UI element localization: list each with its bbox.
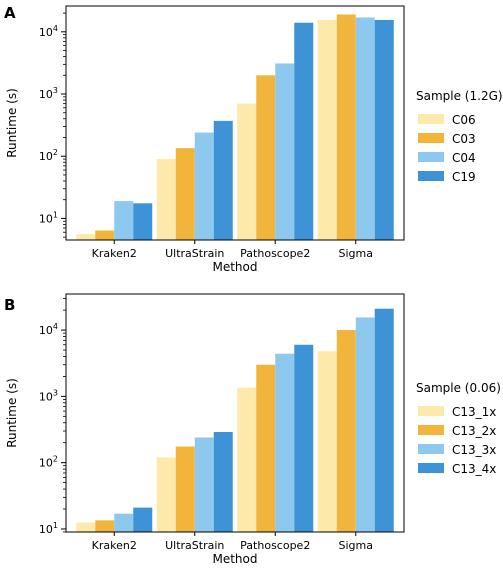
legend-label-c13-3x: C13_3x: [452, 443, 496, 457]
legend: Sample (0.06) C13_1x C13_2x C13_3x C13_4x: [416, 381, 501, 476]
x-axis: Kraken2 UltraStrain Pathoscope2 Sigma: [92, 240, 373, 260]
legend-label-c03: C03: [452, 132, 476, 146]
legend-label-c13-1x: C13_1x: [452, 405, 496, 419]
panel-label: B: [4, 296, 15, 314]
bar-ultrastrain-c19: [213, 120, 233, 240]
bars: [76, 308, 394, 532]
y-axis: 101 102 103 104: [39, 298, 66, 536]
panel-a: A Kraken2 UltraStrain Pathoscope2 Sigma Metho…: [4, 4, 503, 274]
bar-pathoscope2-c13-3x: [275, 353, 295, 532]
bar-sigma-c13-1x: [317, 351, 337, 532]
legend-swatch-c13-4x: [418, 463, 444, 473]
legend-title: Sample (0.06): [416, 381, 501, 395]
y-tick-label: 101: [39, 521, 58, 536]
bar-sigma-c04: [355, 17, 375, 241]
panel-label: A: [4, 4, 16, 22]
y-tick-label: 102: [39, 455, 58, 470]
bar-kraken2-c13-2x: [95, 520, 115, 532]
legend-title: Sample (1.2G): [416, 89, 503, 103]
bar-kraken2-c19: [133, 203, 153, 240]
bar-pathoscope2-c04: [275, 63, 295, 241]
bar-sigma-c13-4x: [374, 308, 394, 532]
y-axis-label: Runtime (s): [5, 378, 19, 448]
x-axis: Kraken2 UltraStrain Pathoscope2 Sigma: [92, 532, 373, 552]
x-tick-label-kraken2: Kraken2: [92, 539, 137, 552]
bar-pathoscope2-c13-2x: [256, 364, 276, 532]
legend-swatch-c03: [418, 133, 444, 143]
legend-label-c13-4x: C13_4x: [452, 462, 496, 476]
y-tick-label: 103: [39, 388, 58, 403]
bar-sigma-c13-2x: [336, 330, 356, 532]
bar-ultrastrain-c06: [156, 159, 176, 240]
x-tick-label-ultrastrain: UltraStrain: [165, 539, 224, 552]
bar-sigma-c19: [374, 19, 394, 240]
y-tick-label: 103: [39, 86, 58, 101]
bar-pathoscope2-c06: [237, 103, 257, 241]
bar-sigma-c06: [317, 19, 337, 240]
y-tick-label: 101: [39, 210, 58, 225]
bar-kraken2-c13-1x: [76, 522, 96, 532]
bar-pathoscope2-c13-1x: [237, 387, 257, 532]
bar-kraken2-c03: [95, 230, 115, 240]
y-axis-label: Runtime (s): [5, 88, 19, 158]
x-tick-label-sigma: Sigma: [339, 539, 373, 552]
legend-label-c06: C06: [452, 113, 476, 127]
legend-label-c19: C19: [452, 170, 476, 184]
bar-pathoscope2-c13-4x: [294, 344, 314, 532]
plot-frame: [65, 5, 405, 241]
bar-ultrastrain-c13-1x: [156, 457, 176, 532]
plot-frame: [65, 293, 405, 533]
bar-kraken2-c13-3x: [114, 513, 134, 532]
bar-kraken2-c13-4x: [133, 507, 153, 532]
bars: [76, 14, 394, 241]
x-axis-label: Method: [212, 260, 257, 274]
bar-pathoscope2-c03: [256, 75, 276, 240]
x-tick-label-kraken2: Kraken2: [92, 247, 137, 260]
bar-ultrastrain-c13-2x: [175, 446, 195, 532]
y-tick-label: 104: [39, 24, 58, 39]
bar-kraken2-c04: [114, 201, 134, 240]
bar-ultrastrain-c13-3x: [194, 437, 214, 532]
y-tick-label: 104: [39, 322, 58, 337]
bar-sigma-c03: [336, 14, 356, 240]
bar-kraken2-c06: [76, 234, 96, 240]
legend-swatch-c13-1x: [418, 406, 444, 416]
legend-label-c13-2x: C13_2x: [452, 424, 496, 438]
legend-swatch-c04: [418, 152, 444, 162]
bar-ultrastrain-c04: [194, 132, 214, 240]
legend-swatch-c13-3x: [418, 444, 444, 454]
bar-ultrastrain-c13-4x: [213, 432, 233, 532]
x-axis-label: Method: [212, 552, 257, 566]
legend-label-c04: C04: [452, 151, 476, 165]
x-tick-label-sigma: Sigma: [339, 247, 373, 260]
bar-ultrastrain-c03: [175, 148, 195, 240]
x-tick-label-pathoscope2: Pathoscope2: [240, 539, 310, 552]
x-tick-label-ultrastrain: UltraStrain: [165, 247, 224, 260]
legend-swatch-c13-2x: [418, 425, 444, 435]
y-tick-label: 102: [39, 148, 58, 163]
bar-sigma-c13-3x: [355, 317, 375, 532]
bar-pathoscope2-c19: [294, 22, 314, 240]
x-tick-label-pathoscope2: Pathoscope2: [240, 247, 310, 260]
legend-swatch-c06: [418, 114, 444, 124]
y-axis: 101 102 103 104: [39, 12, 66, 238]
legend: Sample (1.2G) C06 C03 C04 C19: [416, 89, 503, 184]
panel-b: B Kraken2 UltraStrain Pathoscope2 Sigma Metho…: [4, 293, 501, 566]
legend-swatch-c19: [418, 171, 444, 181]
